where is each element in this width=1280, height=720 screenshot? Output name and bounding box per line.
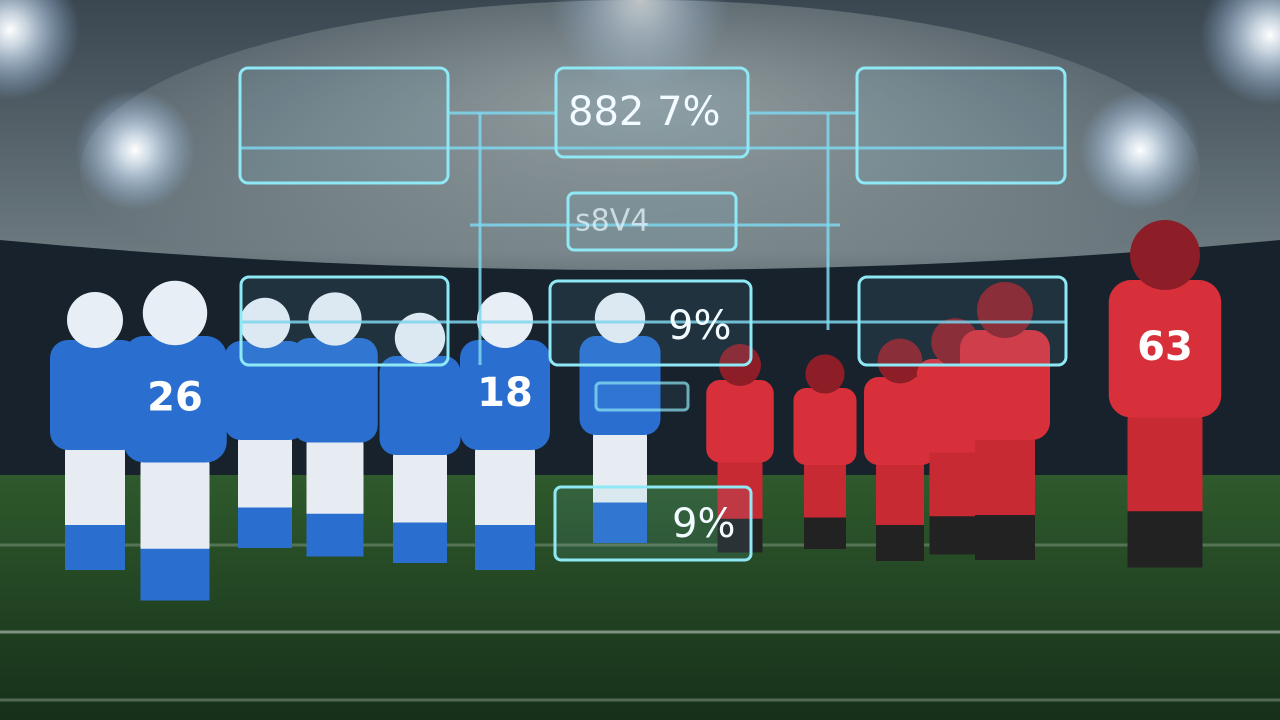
panel	[548, 279, 753, 367]
player-torso	[460, 340, 550, 450]
player-socks	[593, 502, 647, 543]
jersey-number: 26	[147, 374, 203, 420]
panel	[238, 66, 450, 185]
player-socks	[1127, 511, 1203, 568]
panel	[857, 275, 1068, 367]
player-helmet	[977, 282, 1033, 338]
player-helmet	[142, 280, 208, 346]
panel	[554, 66, 750, 159]
player-helmet	[477, 292, 533, 348]
panel	[239, 275, 450, 367]
panel-value: 9%	[668, 303, 731, 349]
player-helmet	[805, 354, 845, 394]
player-socks	[393, 522, 447, 563]
floodlight	[0, 0, 80, 100]
panel	[594, 381, 690, 412]
player-helmet	[1130, 220, 1200, 290]
jersey-number: 63	[1137, 324, 1193, 370]
player-torso	[706, 380, 774, 463]
panel-value: 882 7%	[568, 89, 721, 135]
player-helmet	[308, 292, 362, 346]
player-socks	[804, 517, 846, 549]
player-helmet	[877, 338, 923, 384]
floodlight	[1080, 90, 1200, 210]
player-socks	[140, 548, 210, 601]
player-torso	[960, 330, 1050, 440]
player-torso	[379, 356, 461, 455]
panel	[553, 485, 753, 562]
panel-value: 9%	[672, 501, 735, 547]
player-torso	[793, 388, 857, 465]
yard-lines	[0, 543, 1280, 702]
panel-text: s8V4	[575, 204, 649, 239]
floodlight	[1200, 0, 1280, 105]
player-socks	[717, 518, 763, 553]
player-socks	[876, 525, 924, 561]
player-torso	[1108, 280, 1222, 418]
player-helmet	[394, 312, 446, 364]
player-socks	[975, 515, 1035, 560]
player-socks	[65, 525, 125, 570]
hud: 882 7% s8V4 9% 9%	[238, 66, 1068, 562]
haze	[80, 0, 1200, 340]
jersey-number: 18	[477, 370, 533, 416]
player-helmet	[594, 292, 646, 344]
player-torso	[123, 336, 227, 463]
floodlight	[75, 90, 195, 210]
player-socks	[475, 525, 535, 570]
player-torso	[50, 340, 140, 450]
panel	[855, 66, 1067, 185]
player-socks	[929, 516, 981, 555]
player-socks	[306, 513, 364, 557]
player-socks	[238, 507, 292, 548]
panel	[566, 191, 738, 252]
player-helmet	[67, 292, 123, 348]
